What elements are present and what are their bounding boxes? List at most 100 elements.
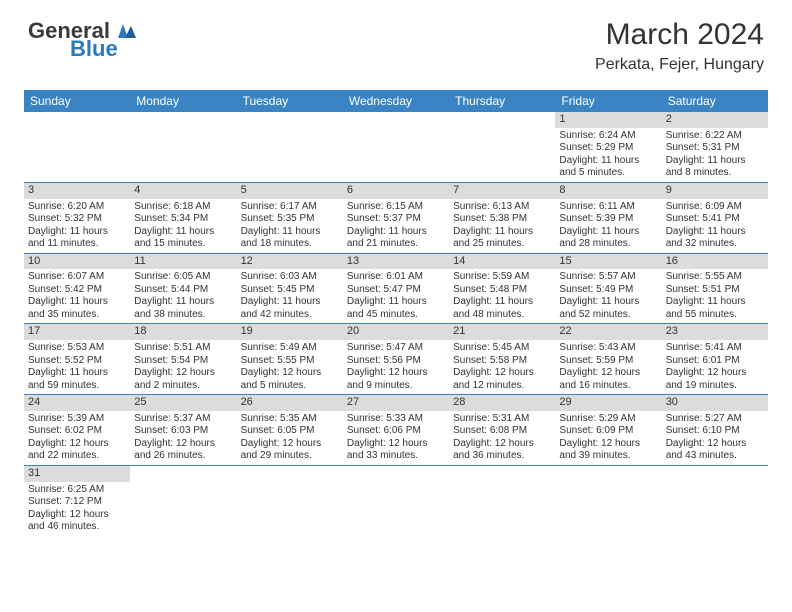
sunrise-line: Sunrise: 5:35 AM xyxy=(241,413,339,426)
day-details: Sunrise: 5:37 AMSunset: 6:03 PMDaylight:… xyxy=(130,411,236,465)
title-block: March 2024 Perkata, Fejer, Hungary xyxy=(595,18,764,74)
weekday-header: Saturday xyxy=(662,90,768,112)
day-details: Sunrise: 5:47 AMSunset: 5:56 PMDaylight:… xyxy=(343,340,449,394)
day-number: 22 xyxy=(555,324,661,340)
sunrise-line: Sunrise: 6:11 AM xyxy=(559,201,657,214)
calendar-cell: 27Sunrise: 5:33 AMSunset: 6:06 PMDayligh… xyxy=(343,395,449,466)
sunrise-line: Sunrise: 5:49 AM xyxy=(241,342,339,355)
weekday-header: Tuesday xyxy=(237,90,343,112)
sunset-line: Sunset: 5:54 PM xyxy=(134,355,232,368)
daylight-line: Daylight: 11 hours xyxy=(559,296,657,309)
calendar-cell xyxy=(130,465,236,535)
logo: General Blue xyxy=(28,18,136,60)
calendar-cell: 24Sunrise: 5:39 AMSunset: 6:02 PMDayligh… xyxy=(24,395,130,466)
sunset-line: Sunset: 6:02 PM xyxy=(28,425,126,438)
calendar-cell: 30Sunrise: 5:27 AMSunset: 6:10 PMDayligh… xyxy=(662,395,768,466)
sunset-line: Sunset: 5:56 PM xyxy=(347,355,445,368)
sunrise-line: Sunrise: 5:37 AM xyxy=(134,413,232,426)
logo-text: General Blue xyxy=(28,18,136,60)
day-number: 9 xyxy=(662,183,768,199)
sunrise-line: Sunrise: 5:53 AM xyxy=(28,342,126,355)
day-number: 23 xyxy=(662,324,768,340)
day-number: 27 xyxy=(343,395,449,411)
calendar-row: 3Sunrise: 6:20 AMSunset: 5:32 PMDaylight… xyxy=(24,182,768,253)
daylight-line-2: and 33 minutes. xyxy=(347,450,445,463)
daylight-line: Daylight: 11 hours xyxy=(666,155,764,168)
daylight-line: Daylight: 11 hours xyxy=(134,296,232,309)
weekday-row: SundayMondayTuesdayWednesdayThursdayFrid… xyxy=(24,90,768,112)
day-number: 17 xyxy=(24,324,130,340)
sunset-line: Sunset: 6:01 PM xyxy=(666,355,764,368)
sunrise-line: Sunrise: 5:33 AM xyxy=(347,413,445,426)
calendar-body: 1Sunrise: 6:24 AMSunset: 5:29 PMDaylight… xyxy=(24,112,768,536)
calendar-cell: 3Sunrise: 6:20 AMSunset: 5:32 PMDaylight… xyxy=(24,182,130,253)
daylight-line: Daylight: 11 hours xyxy=(28,367,126,380)
day-details: Sunrise: 6:18 AMSunset: 5:34 PMDaylight:… xyxy=(130,199,236,253)
day-number: 31 xyxy=(24,466,130,482)
sunrise-line: Sunrise: 6:05 AM xyxy=(134,271,232,284)
day-details: Sunrise: 6:11 AMSunset: 5:39 PMDaylight:… xyxy=(555,199,661,253)
day-number: 25 xyxy=(130,395,236,411)
daylight-line-2: and 36 minutes. xyxy=(453,450,551,463)
sunrise-line: Sunrise: 5:41 AM xyxy=(666,342,764,355)
sunset-line: Sunset: 6:05 PM xyxy=(241,425,339,438)
daylight-line-2: and 5 minutes. xyxy=(559,167,657,180)
weekday-header: Friday xyxy=(555,90,661,112)
daylight-line-2: and 35 minutes. xyxy=(28,309,126,322)
sunrise-line: Sunrise: 6:24 AM xyxy=(559,130,657,143)
calendar-cell: 5Sunrise: 6:17 AMSunset: 5:35 PMDaylight… xyxy=(237,182,343,253)
daylight-line-2: and 38 minutes. xyxy=(134,309,232,322)
calendar-cell: 8Sunrise: 6:11 AMSunset: 5:39 PMDaylight… xyxy=(555,182,661,253)
daylight-line: Daylight: 12 hours xyxy=(134,438,232,451)
daylight-line-2: and 46 minutes. xyxy=(28,521,126,534)
daylight-line-2: and 2 minutes. xyxy=(134,380,232,393)
daylight-line: Daylight: 11 hours xyxy=(453,296,551,309)
daylight-line-2: and 45 minutes. xyxy=(347,309,445,322)
day-number: 12 xyxy=(237,254,343,270)
day-details: Sunrise: 5:33 AMSunset: 6:06 PMDaylight:… xyxy=(343,411,449,465)
sunrise-line: Sunrise: 6:18 AM xyxy=(134,201,232,214)
daylight-line: Daylight: 11 hours xyxy=(559,226,657,239)
sunrise-line: Sunrise: 5:55 AM xyxy=(666,271,764,284)
sunset-line: Sunset: 5:39 PM xyxy=(559,213,657,226)
day-details: Sunrise: 5:51 AMSunset: 5:54 PMDaylight:… xyxy=(130,340,236,394)
daylight-line: Daylight: 12 hours xyxy=(28,509,126,522)
calendar-thead: SundayMondayTuesdayWednesdayThursdayFrid… xyxy=(24,90,768,112)
day-details: Sunrise: 6:09 AMSunset: 5:41 PMDaylight:… xyxy=(662,199,768,253)
calendar-cell: 9Sunrise: 6:09 AMSunset: 5:41 PMDaylight… xyxy=(662,182,768,253)
daylight-line: Daylight: 12 hours xyxy=(241,367,339,380)
calendar-row: 31Sunrise: 6:25 AMSunset: 7:12 PMDayligh… xyxy=(24,465,768,535)
month-title: March 2024 xyxy=(595,18,764,52)
day-number: 21 xyxy=(449,324,555,340)
day-number: 8 xyxy=(555,183,661,199)
calendar-cell: 15Sunrise: 5:57 AMSunset: 5:49 PMDayligh… xyxy=(555,253,661,324)
day-details: Sunrise: 6:07 AMSunset: 5:42 PMDaylight:… xyxy=(24,269,130,323)
weekday-header: Monday xyxy=(130,90,236,112)
daylight-line-2: and 19 minutes. xyxy=(666,380,764,393)
day-number: 16 xyxy=(662,254,768,270)
daylight-line-2: and 8 minutes. xyxy=(666,167,764,180)
sunset-line: Sunset: 6:06 PM xyxy=(347,425,445,438)
daylight-line: Daylight: 11 hours xyxy=(347,226,445,239)
daylight-line-2: and 59 minutes. xyxy=(28,380,126,393)
daylight-line: Daylight: 12 hours xyxy=(559,438,657,451)
sunset-line: Sunset: 5:42 PM xyxy=(28,284,126,297)
daylight-line: Daylight: 12 hours xyxy=(453,438,551,451)
sunrise-line: Sunrise: 5:47 AM xyxy=(347,342,445,355)
day-details: Sunrise: 5:35 AMSunset: 6:05 PMDaylight:… xyxy=(237,411,343,465)
day-details: Sunrise: 6:17 AMSunset: 5:35 PMDaylight:… xyxy=(237,199,343,253)
sunrise-line: Sunrise: 5:51 AM xyxy=(134,342,232,355)
calendar-cell: 14Sunrise: 5:59 AMSunset: 5:48 PMDayligh… xyxy=(449,253,555,324)
calendar-cell: 19Sunrise: 5:49 AMSunset: 5:55 PMDayligh… xyxy=(237,324,343,395)
day-number: 30 xyxy=(662,395,768,411)
calendar-row: 24Sunrise: 5:39 AMSunset: 6:02 PMDayligh… xyxy=(24,395,768,466)
daylight-line-2: and 32 minutes. xyxy=(666,238,764,251)
day-number: 18 xyxy=(130,324,236,340)
sunrise-line: Sunrise: 6:03 AM xyxy=(241,271,339,284)
sunset-line: Sunset: 5:35 PM xyxy=(241,213,339,226)
day-number: 14 xyxy=(449,254,555,270)
calendar-cell: 23Sunrise: 5:41 AMSunset: 6:01 PMDayligh… xyxy=(662,324,768,395)
calendar-cell: 4Sunrise: 6:18 AMSunset: 5:34 PMDaylight… xyxy=(130,182,236,253)
calendar-cell: 12Sunrise: 6:03 AMSunset: 5:45 PMDayligh… xyxy=(237,253,343,324)
calendar-cell xyxy=(449,465,555,535)
